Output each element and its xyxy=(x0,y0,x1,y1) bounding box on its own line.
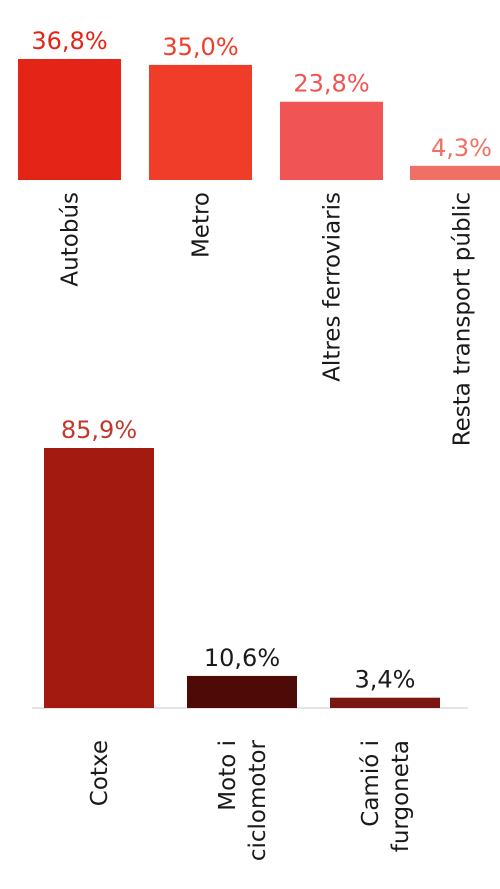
category-label: Camió i xyxy=(358,740,384,827)
data-label: 10,6% xyxy=(204,644,280,672)
category-label: Cotxe xyxy=(87,740,113,806)
category-label: ciclomotor xyxy=(245,739,271,861)
bar xyxy=(187,675,297,708)
bar xyxy=(280,101,383,180)
bar xyxy=(149,64,252,180)
data-label: 23,8% xyxy=(293,70,369,98)
bar xyxy=(330,697,440,708)
data-label: 85,9% xyxy=(61,416,137,444)
data-label: 36,8% xyxy=(31,27,107,55)
data-label: 35,0% xyxy=(162,33,238,61)
bar xyxy=(18,59,121,180)
bar xyxy=(410,165,500,180)
category-label: Resta transport públic xyxy=(450,192,476,446)
category-label: Autobús xyxy=(58,192,84,287)
data-label: 4,3% xyxy=(431,134,492,162)
category-label: furgoneta xyxy=(388,740,414,852)
category-label: Altres ferroviaris xyxy=(320,192,346,382)
bar xyxy=(44,448,154,708)
category-label: Metro xyxy=(189,192,215,258)
category-label: Moto i xyxy=(215,740,241,811)
data-label: 3,4% xyxy=(355,666,416,694)
